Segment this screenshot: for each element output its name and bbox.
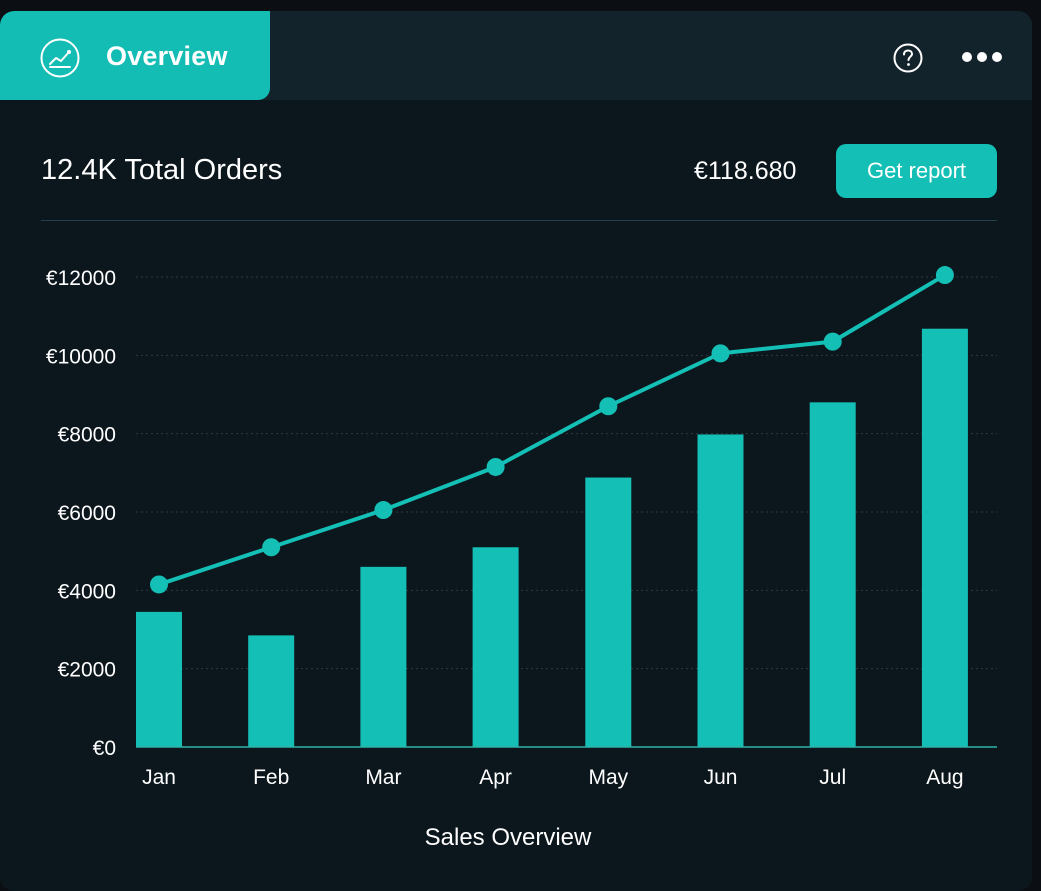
y-tick-label: €8000 xyxy=(58,424,116,447)
total-orders-title: 12.4K Total Orders xyxy=(41,154,283,186)
line-point-jun xyxy=(711,344,730,363)
x-tick-label: Mar xyxy=(365,766,401,789)
line-point-jul xyxy=(823,332,842,351)
x-tick-label: Apr xyxy=(479,766,512,789)
divider xyxy=(41,220,997,221)
y-tick-label: €12000 xyxy=(46,267,116,290)
line-point-jan xyxy=(150,575,168,594)
get-report-button[interactable]: Get report xyxy=(836,144,997,198)
line-point-may xyxy=(599,397,618,416)
y-tick-label: €2000 xyxy=(58,659,116,682)
x-tick-label: Jul xyxy=(819,766,846,789)
x-tick-label: May xyxy=(588,766,628,789)
bar-aug xyxy=(921,328,968,747)
bar-jul xyxy=(809,402,856,747)
help-circle-icon[interactable] xyxy=(893,43,923,73)
bar-jan xyxy=(136,611,182,747)
grid-lines xyxy=(136,276,997,670)
more-horizontal-icon[interactable] xyxy=(960,50,1004,64)
bar-series xyxy=(136,328,968,747)
tab-overview-label: Overview xyxy=(106,41,228,71)
line-point-apr xyxy=(486,457,505,476)
x-tick-label: Feb xyxy=(253,766,289,789)
bar-apr xyxy=(472,547,519,747)
tab-overview[interactable]: Overview xyxy=(0,11,270,100)
trend-line xyxy=(158,273,946,587)
y-axis-ticks: €0 €2000 €4000 €6000 €8000 €10000 €12000 xyxy=(46,267,116,760)
x-axis-title: Sales Overview xyxy=(425,824,592,851)
y-tick-label: €6000 xyxy=(58,502,116,525)
card-header: Overview xyxy=(0,11,1032,100)
y-tick-label: €10000 xyxy=(46,345,116,368)
bar-may xyxy=(585,477,632,747)
line-point-mar xyxy=(374,501,393,520)
x-tick-label: Jun xyxy=(704,766,738,789)
line-point-feb xyxy=(262,538,281,557)
y-tick-label: €0 xyxy=(93,737,116,760)
line-chart-icon xyxy=(40,38,80,78)
total-amount: €118.680 xyxy=(694,157,797,185)
line-point-aug xyxy=(935,266,954,285)
bar-jun xyxy=(697,434,744,747)
line-series xyxy=(150,266,954,594)
bar-mar xyxy=(360,566,407,747)
x-tick-label: Jan xyxy=(142,766,176,789)
x-tick-label: Aug xyxy=(926,766,963,789)
bar-feb xyxy=(248,635,295,747)
x-axis-ticks: Jan Feb Mar Apr May Jun Jul Aug xyxy=(142,766,964,789)
y-tick-label: €4000 xyxy=(58,580,116,603)
